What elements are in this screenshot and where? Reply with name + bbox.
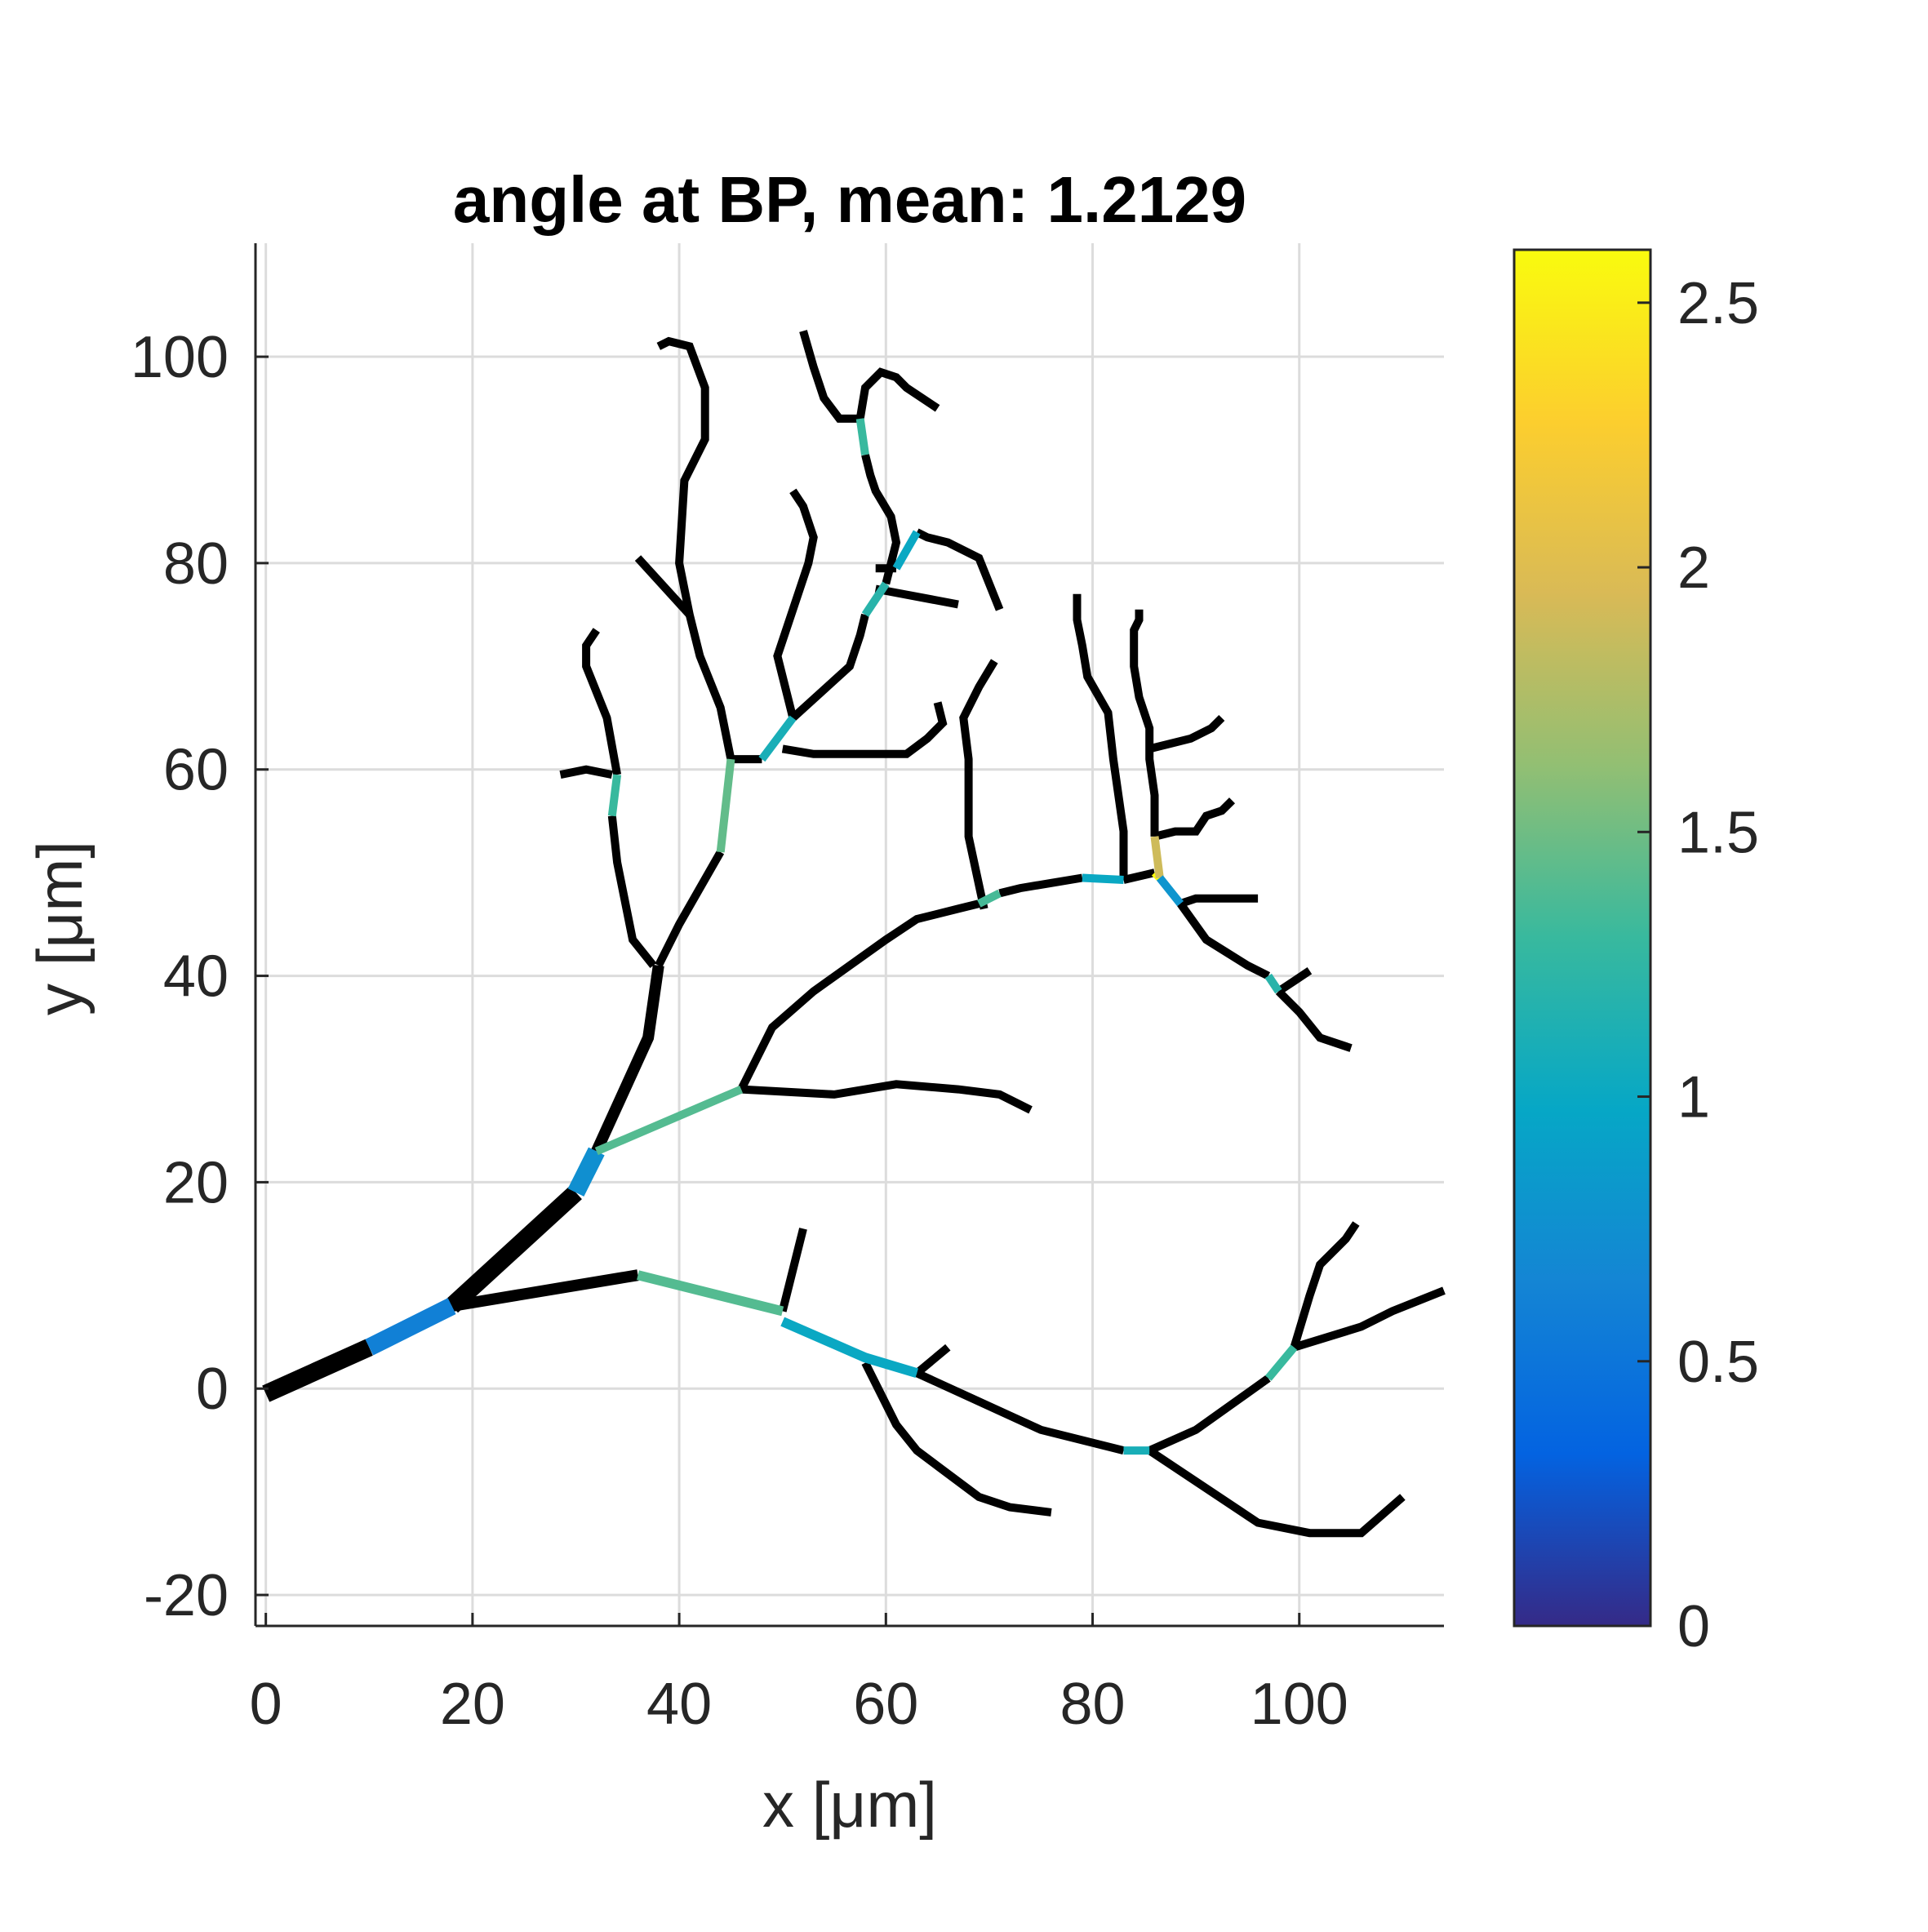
dendrite-segment [559, 765, 613, 779]
colorbar: 0 0.5 1 1.5 2 2.5 [1513, 248, 1759, 1659]
dendrite-segment [446, 1185, 582, 1313]
colorbar-tick-label: 0 [1677, 1594, 1710, 1659]
dendrite-segment [1122, 868, 1156, 884]
dendrite-segment [451, 1269, 639, 1312]
y-tick-label: 40 [163, 944, 229, 1010]
dendrite-segment-branchpoint [607, 774, 622, 817]
x-tick-label: 20 [440, 1672, 505, 1737]
dendrite-segment [656, 336, 709, 616]
dendrite-segment [1147, 1446, 1406, 1538]
y-tick-label: -20 [144, 1563, 229, 1628]
dendrite-segment [655, 850, 725, 968]
dendrite-segment [861, 1361, 1052, 1517]
axes: 0 20 40 60 80 100 -20 0 20 40 60 80 100 [131, 243, 1444, 1737]
dendrite-segment-branchpoint [977, 889, 1002, 908]
dendrite-segment-branchpoint [365, 1298, 456, 1356]
dendrite-segment [1148, 1375, 1271, 1455]
dendrite-segment [914, 1344, 951, 1377]
y-tick-label: 80 [163, 531, 229, 597]
dendrite-segment-branchpoint [758, 715, 797, 762]
dendrite-segment [778, 1228, 807, 1312]
dendrite-segment [1153, 797, 1236, 841]
x-tick-label: 100 [1251, 1672, 1348, 1737]
x-tick-label: 0 [250, 1672, 282, 1737]
dendrite-segment [1276, 967, 1313, 995]
x-axis-label: x [μm] [762, 1769, 937, 1841]
dendrite-segment [773, 488, 818, 719]
colorbar-gradient [1513, 248, 1652, 1628]
dendrite-segment-branchpoint [1264, 1344, 1298, 1381]
dendrite-segment [262, 1339, 373, 1402]
y-tick-label: 20 [163, 1150, 229, 1215]
x-tick-label: 40 [646, 1672, 712, 1737]
dendrite-segment [790, 613, 869, 722]
dendrite-segment-branchpoint [861, 581, 890, 617]
dendrite-segment [781, 701, 948, 758]
dendrite-segment [582, 628, 622, 775]
colorbar-tick-label: 1 [1677, 1065, 1710, 1130]
dendrite-segment [915, 1369, 1125, 1455]
y-tick-label: 0 [196, 1357, 229, 1422]
dendrite-segment-branchpoint [855, 418, 869, 455]
dendrite-segment [799, 330, 860, 423]
dendrite-segment [607, 815, 657, 969]
dendrite-segment [959, 659, 998, 910]
dendrite-segment-branchpoint [594, 1086, 744, 1156]
dendrite-segment [1179, 894, 1259, 908]
dendrite-segment [1275, 988, 1353, 1052]
dendrite-segment [737, 899, 980, 1091]
dendrite-segment [1292, 1286, 1446, 1352]
dendrite-segment [1290, 1221, 1360, 1349]
grid [255, 243, 1444, 1626]
dendrite-segment-branchpoint [716, 758, 735, 853]
dendrite-segment [1177, 901, 1271, 980]
dendrite-segment-branchpoint [637, 1270, 784, 1317]
y-tick-label: 60 [163, 738, 229, 803]
y-axis-label: y [μm] [24, 841, 96, 1015]
dendrite-segment [861, 453, 901, 585]
dendrite-segment [855, 367, 940, 420]
dendrite-segment-branchpoint [1156, 875, 1184, 907]
chart-title: angle at BP, mean: 1.2129 [453, 163, 1246, 236]
dendrite-segment [998, 873, 1083, 898]
dendrite-segment-branchpoint [1150, 836, 1164, 879]
y-tick-label: 100 [131, 325, 229, 390]
x-tick-label: 60 [853, 1672, 918, 1737]
colorbar-tick-label: 2 [1677, 535, 1710, 601]
dendrite-segment-branchpoint [892, 530, 921, 571]
dendrite-segment [740, 1080, 1033, 1114]
colorbar-tick-label: 1.5 [1677, 800, 1759, 865]
dendrite-segment-branchpoint [1082, 873, 1124, 884]
dendrite-segment-branchpoint [567, 1147, 605, 1197]
dendrite-segment [1073, 593, 1128, 880]
dendrite-segment [1148, 714, 1225, 753]
dendrite-tree [262, 330, 1446, 1538]
dendrite-segment [874, 584, 959, 609]
dendrite-segment [685, 613, 735, 761]
colorbar-tick-label: 0.5 [1677, 1330, 1759, 1395]
dendrite-segment [1130, 609, 1159, 837]
dendrite-segment [591, 964, 664, 1154]
dendrite-segment [634, 555, 693, 618]
dendrite-segment-branchpoint [1264, 973, 1282, 994]
dendrite-segment [915, 528, 1004, 611]
colorbar-tick-label: 2.5 [1677, 271, 1759, 336]
dendrite-segment-branchpoint [780, 1317, 919, 1379]
x-tick-label: 80 [1060, 1672, 1125, 1737]
